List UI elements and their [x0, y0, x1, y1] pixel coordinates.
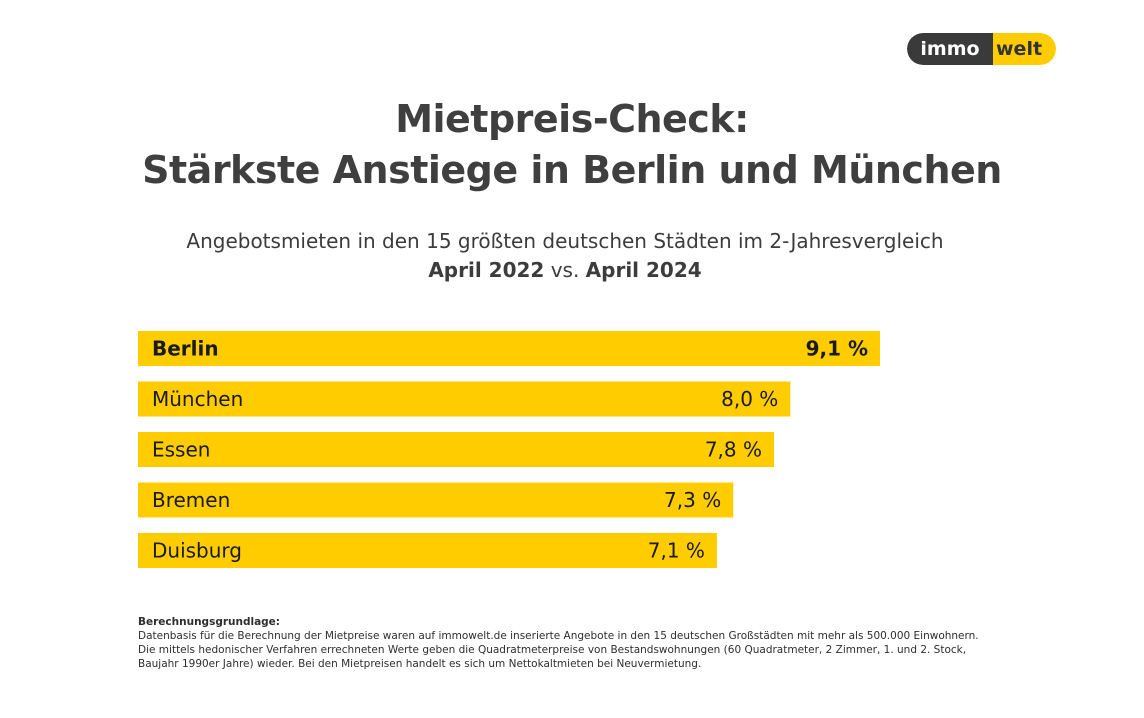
value-label-duisburg: 7,1 %	[648, 539, 705, 563]
chart-period: April 2022 vs. April 2024	[0, 258, 1130, 282]
category-label-münchen: München	[152, 387, 243, 411]
chart-title-line2: Stärkste Anstiege in Berlin und München	[142, 148, 1002, 192]
period-to: April 2024	[585, 258, 702, 282]
value-label-münchen: 8,0 %	[721, 387, 778, 411]
chart-title-line1: Mietpreis-Check:	[395, 97, 749, 141]
period-vs: vs.	[550, 258, 580, 282]
category-label-berlin: Berlin	[152, 337, 219, 361]
bar-bremen	[138, 482, 734, 518]
value-label-essen: 7,8 %	[705, 438, 762, 462]
footnote-line-1: Datenbasis für die Berechnung der Mietpr…	[138, 630, 979, 642]
footnote-heading: Berechnungsgrundlage:	[138, 616, 280, 628]
value-label-bremen: 7,3 %	[664, 488, 721, 512]
logo-right-part: welt	[993, 33, 1056, 65]
logo-left-part: immo	[907, 33, 993, 65]
chart-subtitle: Angebotsmieten in den 15 größten deutsch…	[186, 229, 944, 253]
bar-essen	[138, 432, 774, 467]
bar-duisburg	[138, 533, 717, 568]
bar-berlin	[138, 331, 880, 366]
value-label-berlin: 9,1 %	[806, 337, 868, 361]
category-label-essen: Essen	[152, 438, 210, 462]
immowelt-logo: immo welt	[907, 33, 1056, 65]
footnote-line-2: Die mittels hedonischer Verfahren errech…	[138, 644, 967, 656]
category-label-bremen: Bremen	[152, 488, 230, 512]
period-from: April 2022	[428, 258, 545, 282]
category-label-duisburg: Duisburg	[152, 539, 242, 563]
bar-münchen	[138, 381, 791, 417]
footnote-line-3: Baujahr 1990er Jahre) wieder. Bei den Mi…	[138, 658, 702, 670]
footnote: Berechnungsgrundlage: Datenbasis für die…	[138, 615, 1088, 671]
